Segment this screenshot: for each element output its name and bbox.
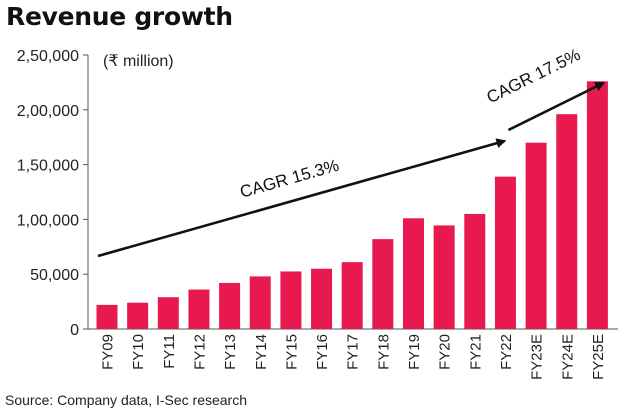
x-tick-label: FY11 (161, 334, 178, 369)
y-axis-ticks: 0 50,000 1,00,000 1,50,000 2,00,000 2,50,000 (17, 48, 88, 339)
bar-fy09 (96, 304, 118, 329)
bar-fy17 (341, 262, 363, 329)
source-note: Source: Company data, I-Sec research (5, 392, 248, 408)
bar-fy22 (494, 176, 516, 329)
x-tick-label: FY25E (590, 334, 607, 380)
x-axis-ticks: FY09 FY10 FY11 FY12 FY13 FY14 FY15 FY16 FY17 FY18… (100, 334, 607, 380)
bar-fy18 (372, 239, 394, 329)
cagr-arrow (97, 138, 507, 258)
x-tick-label: FY09 (100, 334, 117, 370)
bar-fy25e (586, 81, 608, 329)
bars (96, 81, 608, 330)
x-tick-label: FY12 (191, 334, 208, 370)
x-tick-label: FY16 (314, 334, 331, 370)
y-tick-label: 2,00,000 (17, 103, 79, 120)
chart-title: Revenue growth (6, 2, 233, 31)
x-tick-label: FY10 (130, 334, 147, 370)
cagr-label: CAGR 15.3% (238, 156, 341, 202)
x-tick-label: FY22 (498, 334, 515, 370)
bar-fy15 (280, 271, 302, 329)
cagr-label: CAGR 17.5% (484, 45, 584, 107)
x-tick-label: FY20 (437, 334, 454, 370)
bar-fy10 (127, 302, 149, 329)
bar-fy13 (219, 282, 241, 329)
y-tick-label: 1,00,000 (17, 212, 79, 229)
y-tick-label: 2,50,000 (17, 48, 79, 65)
bar-fy24e (556, 114, 578, 330)
bar-fy21 (464, 213, 486, 329)
y-tick-label: 1,50,000 (17, 158, 79, 175)
bar-fy19 (403, 218, 424, 329)
cagr-arrow (507, 81, 606, 132)
bar-fy12 (188, 289, 210, 329)
x-tick-label: FY23E (529, 334, 546, 380)
x-tick-label: FY14 (253, 334, 270, 370)
bar-fy20 (433, 225, 455, 329)
y-tick-label: 50,000 (30, 267, 79, 284)
x-tick-label: FY17 (345, 334, 362, 370)
bar-fy14 (249, 276, 271, 329)
x-tick-label: FY15 (283, 334, 300, 370)
x-tick-label: FY18 (375, 334, 392, 370)
bar-fy16 (311, 268, 333, 329)
x-tick-label: FY24E (559, 334, 576, 380)
x-tick-label: FY21 (467, 334, 484, 370)
bar-fy23e (525, 142, 547, 329)
x-tick-label: FY13 (222, 334, 239, 370)
unit-label: (₹ million) (103, 53, 174, 70)
y-tick-label: 0 (70, 322, 79, 339)
x-tick-label: FY19 (406, 334, 423, 370)
bar-fy11 (157, 297, 179, 329)
